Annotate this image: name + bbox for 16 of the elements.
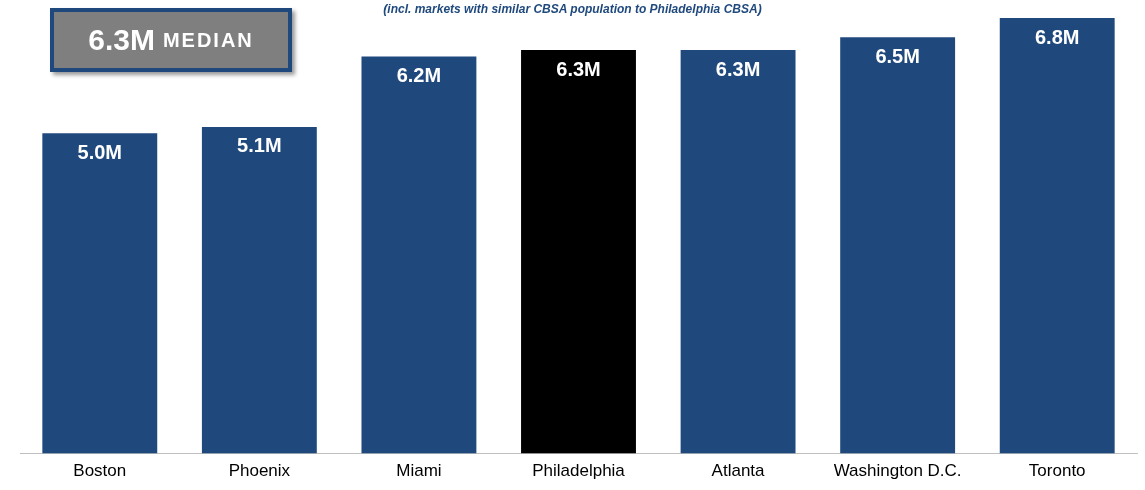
chart-subtitle: (incl. markets with similar CBSA population to Philadelphia CBSA): [382, 2, 763, 16]
data-label: 6.8M: [1034, 25, 1080, 48]
x-tick-label: Miami: [396, 461, 442, 481]
data-label: 6.3M: [715, 57, 761, 80]
x-tick-label: Toronto: [1028, 461, 1086, 481]
data-label: 5.0M: [77, 140, 123, 163]
data-label: 6.5M: [875, 44, 920, 67]
x-tick-label: Philadelphia: [532, 461, 626, 481]
x-tick-label: Atlanta: [711, 461, 766, 481]
data-label: 5.1M: [237, 134, 282, 157]
annotation: 6.3M MEDIAN: [50, 8, 292, 72]
x-tick-label: Washington D.C.: [833, 461, 962, 481]
data-label: 6.2M: [396, 63, 442, 86]
data-label: 6.3M: [556, 57, 601, 80]
x-tick-label: Boston: [73, 461, 127, 481]
x-tick-label: Phoenix: [228, 461, 291, 481]
